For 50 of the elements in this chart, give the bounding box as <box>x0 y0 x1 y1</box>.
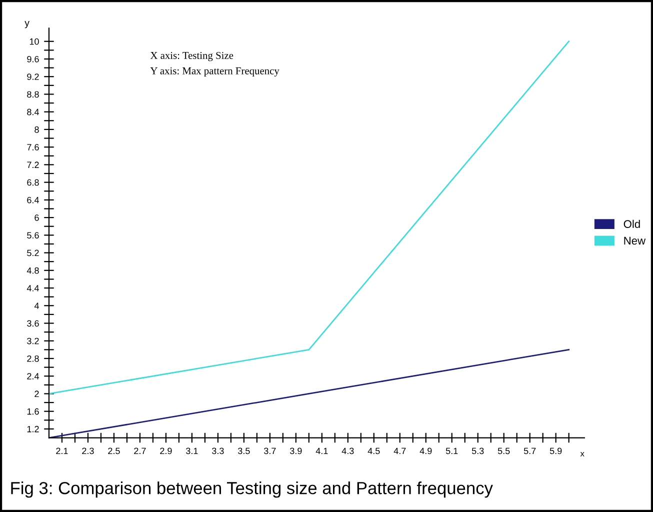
y-tick-label: 5.6 <box>27 232 39 239</box>
x-tick-label: 2.1 <box>56 448 68 454</box>
y-tick-label: 4.4 <box>26 285 39 292</box>
y-tick-label: 10 <box>30 38 39 45</box>
x-tick-label: 3.5 <box>238 448 250 454</box>
y-tick-label: 4.8 <box>26 267 39 274</box>
y-tick-label: 2.4 <box>27 373 39 380</box>
x-tick-label: 5.9 <box>550 448 562 454</box>
y-tick-label: 5.2 <box>27 250 39 256</box>
y-tick-label: 9.6 <box>27 56 39 62</box>
annotation: X axis: Testing Size <box>150 52 234 62</box>
y-tick-label: 7.6 <box>27 144 39 150</box>
x-axis-title: x <box>580 452 584 456</box>
y-tick-label: 2.8 <box>27 355 39 362</box>
x-tick-label: 5.7 <box>524 448 536 454</box>
y-tick-label: 1.2 <box>27 426 39 432</box>
x-tick-label: 4.3 <box>342 448 354 454</box>
x-tick-label: 3.1 <box>186 448 198 454</box>
x-tick-label: 4.5 <box>368 448 380 454</box>
y-tick-label: 7.2 <box>27 162 39 168</box>
y-tick-label: 9.2 <box>27 74 39 80</box>
y-tick-label: 8 <box>34 126 39 133</box>
y-tick-label: 8.4 <box>27 108 39 116</box>
x-tick-label: 4.9 <box>420 448 432 454</box>
x-tick-label: 2.9 <box>160 448 172 454</box>
x-tick-label: 2.3 <box>82 448 94 454</box>
y-tick-label: 1.6 <box>27 408 39 415</box>
y-tick-label: 6.8 <box>27 179 39 186</box>
x-tick-label: 4.7 <box>394 448 406 454</box>
y-tick-label: 6 <box>34 214 39 221</box>
y-tick-label: 6.4 <box>27 196 39 204</box>
y-axis-title: y <box>24 21 30 28</box>
y-tick-label: 8.8 <box>27 91 39 98</box>
y-tick-label: 2 <box>34 390 39 397</box>
legend-label: New <box>624 236 646 245</box>
y-tick-label: 3.2 <box>27 338 39 344</box>
y-tick-label: 3.6 <box>27 320 39 327</box>
x-tick-label: 4.1 <box>316 448 328 454</box>
x-tick-label: 5.1 <box>446 448 458 454</box>
x-tick-label: 2.5 <box>108 448 120 454</box>
annotation: Y axis: Max pattern Frequency <box>150 67 280 76</box>
x-tick-label: 5.3 <box>472 448 484 454</box>
x-tick-label: 2.7 <box>134 448 146 454</box>
x-tick-label: 3.9 <box>290 448 302 454</box>
caption: Fig 3: Comparison between Testing size and Pattern frequency <box>11 482 493 498</box>
x-tick-label: 3.3 <box>212 448 224 454</box>
legend-label: Old <box>624 220 640 228</box>
x-tick-label: 5.5 <box>498 448 510 454</box>
y-tick-label: 4 <box>34 302 39 309</box>
x-tick-label: 3.7 <box>264 448 276 454</box>
